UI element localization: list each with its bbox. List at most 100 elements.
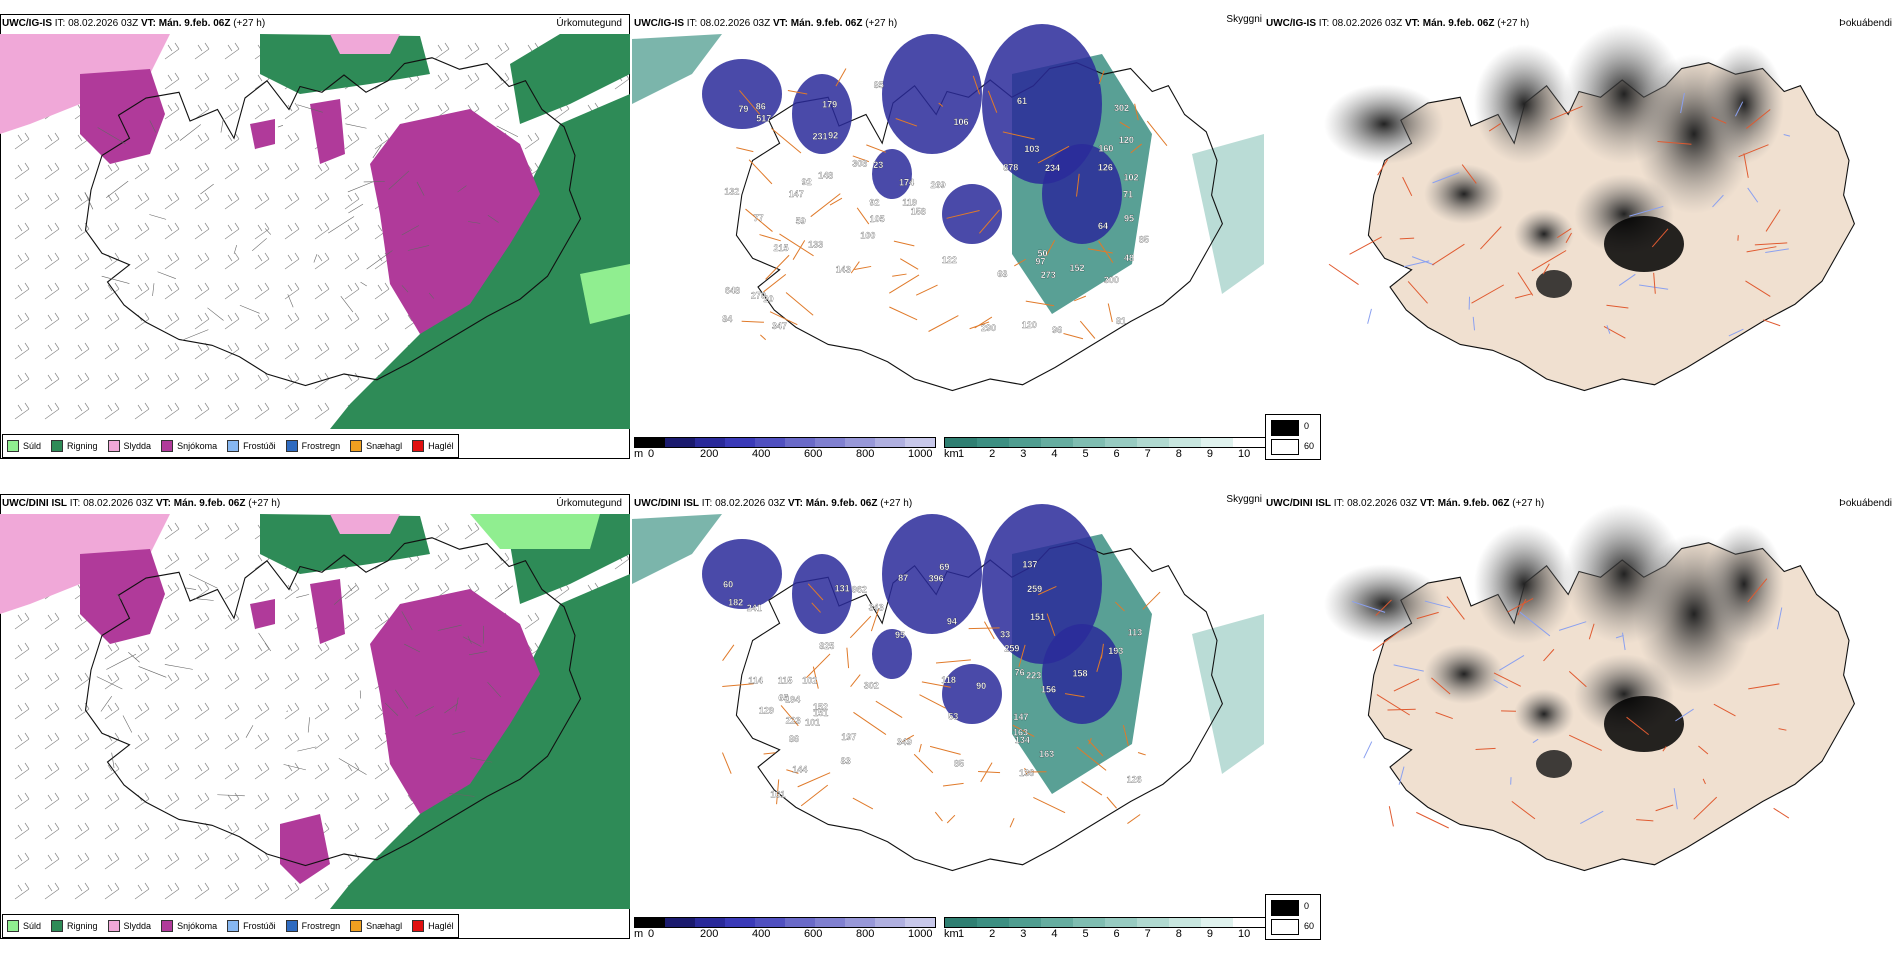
cloud-base-value: 33 <box>1000 629 1010 639</box>
wind-barb <box>165 253 179 269</box>
fog-index-area <box>1324 564 1444 644</box>
wind-barb <box>195 343 209 359</box>
cloud-base-value: 148 <box>818 170 833 180</box>
colorbar-tick: 1 <box>958 448 964 460</box>
cloud-base-value: 131 <box>835 584 850 594</box>
wind-barb <box>345 313 359 329</box>
cloud-base-value: 962 <box>852 584 867 594</box>
wind-barb <box>195 403 209 419</box>
road-line <box>916 285 937 295</box>
wind-barb <box>135 733 149 749</box>
wind-barb <box>165 793 179 809</box>
wind-barb <box>75 283 89 299</box>
colorbar-tick: 200 <box>700 448 718 460</box>
colorbar-unit: km <box>944 448 959 460</box>
wind-barb <box>225 253 239 269</box>
wind-barb <box>75 703 89 719</box>
road-line <box>851 675 861 687</box>
fog-index-area <box>1474 524 1574 644</box>
cloud-base-value: 174 <box>899 177 914 187</box>
wind-barb <box>375 823 389 839</box>
wind-barb <box>75 373 89 389</box>
road-line <box>722 753 731 774</box>
cloud-base-value: 290 <box>981 323 996 333</box>
legend-item-frostregn: Frostregn <box>286 920 341 932</box>
cloud-base-value: 120 <box>1119 135 1134 145</box>
road-line <box>889 307 917 320</box>
road-line <box>106 654 136 669</box>
visibility-colorbar-cell <box>977 918 1009 927</box>
road-line <box>139 666 167 677</box>
wind-barb <box>315 643 329 659</box>
cloud-base-value: 53 <box>948 712 958 722</box>
wind-barb <box>195 253 209 269</box>
wind-barb <box>15 403 29 419</box>
forecast-row-dini-isl: UWC/DINI ISL IT: 08.02.2026 03Z VT: Mán.… <box>0 494 1900 964</box>
legend-swatch <box>286 440 298 452</box>
wind-barb <box>195 133 209 149</box>
wind-barb <box>375 103 389 119</box>
wind-barb <box>45 253 59 269</box>
wind-barb <box>15 193 29 209</box>
wind-barb <box>195 763 209 779</box>
wind-barb <box>435 553 449 569</box>
road-line <box>764 753 776 754</box>
wind-barb <box>15 313 29 329</box>
wind-barb <box>165 403 179 419</box>
wind-barb <box>15 223 29 239</box>
legend-label: Haglél <box>428 441 454 451</box>
wind-barb <box>105 853 119 869</box>
legend-swatch <box>350 440 362 452</box>
wind-barb <box>495 583 509 599</box>
wind-barb <box>255 733 269 749</box>
legend-label: Snjókoma <box>177 921 217 931</box>
cloud-base-value: 825 <box>819 641 834 651</box>
fog-index-panel: UWC/DINI ISL IT: 08.02.2026 03Z VT: Mán.… <box>1264 494 1900 949</box>
cloud-base-value: 115 <box>778 675 793 685</box>
wind-barb <box>45 823 59 839</box>
wind-barb <box>225 103 239 119</box>
wind-barb <box>165 643 179 659</box>
colorbar-tick: 600 <box>804 928 822 940</box>
visibility-colorbar-cell <box>1105 918 1137 927</box>
road-line <box>889 275 919 293</box>
visibility-colorbar-cell <box>1137 918 1169 927</box>
wind-barb <box>345 133 359 149</box>
height-colorbar-cell <box>845 918 875 927</box>
road-line <box>1389 806 1393 826</box>
colorbar-tick: 9 <box>1207 448 1213 460</box>
wind-barb <box>15 133 29 149</box>
cloud-base-area <box>942 184 1002 244</box>
wind-barb <box>45 673 59 689</box>
wind-barb <box>195 553 209 569</box>
road-line <box>1774 808 1789 818</box>
wind-barb <box>285 163 299 179</box>
wind-barb <box>465 73 479 89</box>
wind-barb <box>45 703 59 719</box>
cloud-base-area <box>872 149 912 199</box>
road-line <box>1368 309 1372 324</box>
visibility-colorbar-cell <box>1201 918 1233 927</box>
wind-barb <box>165 313 179 329</box>
height-colorbar-cell <box>665 918 695 927</box>
road-line <box>123 716 132 733</box>
wind-barb <box>285 313 299 329</box>
cloud-base-value: 308 <box>852 158 867 168</box>
height-colorbar <box>634 917 936 928</box>
wind-barb <box>45 733 59 749</box>
wind-barb <box>45 853 59 869</box>
wind-barb <box>345 793 359 809</box>
road-line <box>947 815 955 823</box>
cloud-base-value: 86 <box>756 102 766 112</box>
wind-barb <box>255 313 269 329</box>
wind-barb <box>315 763 329 779</box>
drizzle-area <box>470 514 600 549</box>
wind-barb <box>345 283 359 299</box>
fog-index-area <box>1604 216 1684 272</box>
road-line <box>929 316 959 332</box>
cloud-base-value: 113 <box>1128 628 1143 638</box>
wind-barb <box>285 343 299 359</box>
wind-barb <box>75 223 89 239</box>
cloud-base-value: 273 <box>1041 270 1056 280</box>
